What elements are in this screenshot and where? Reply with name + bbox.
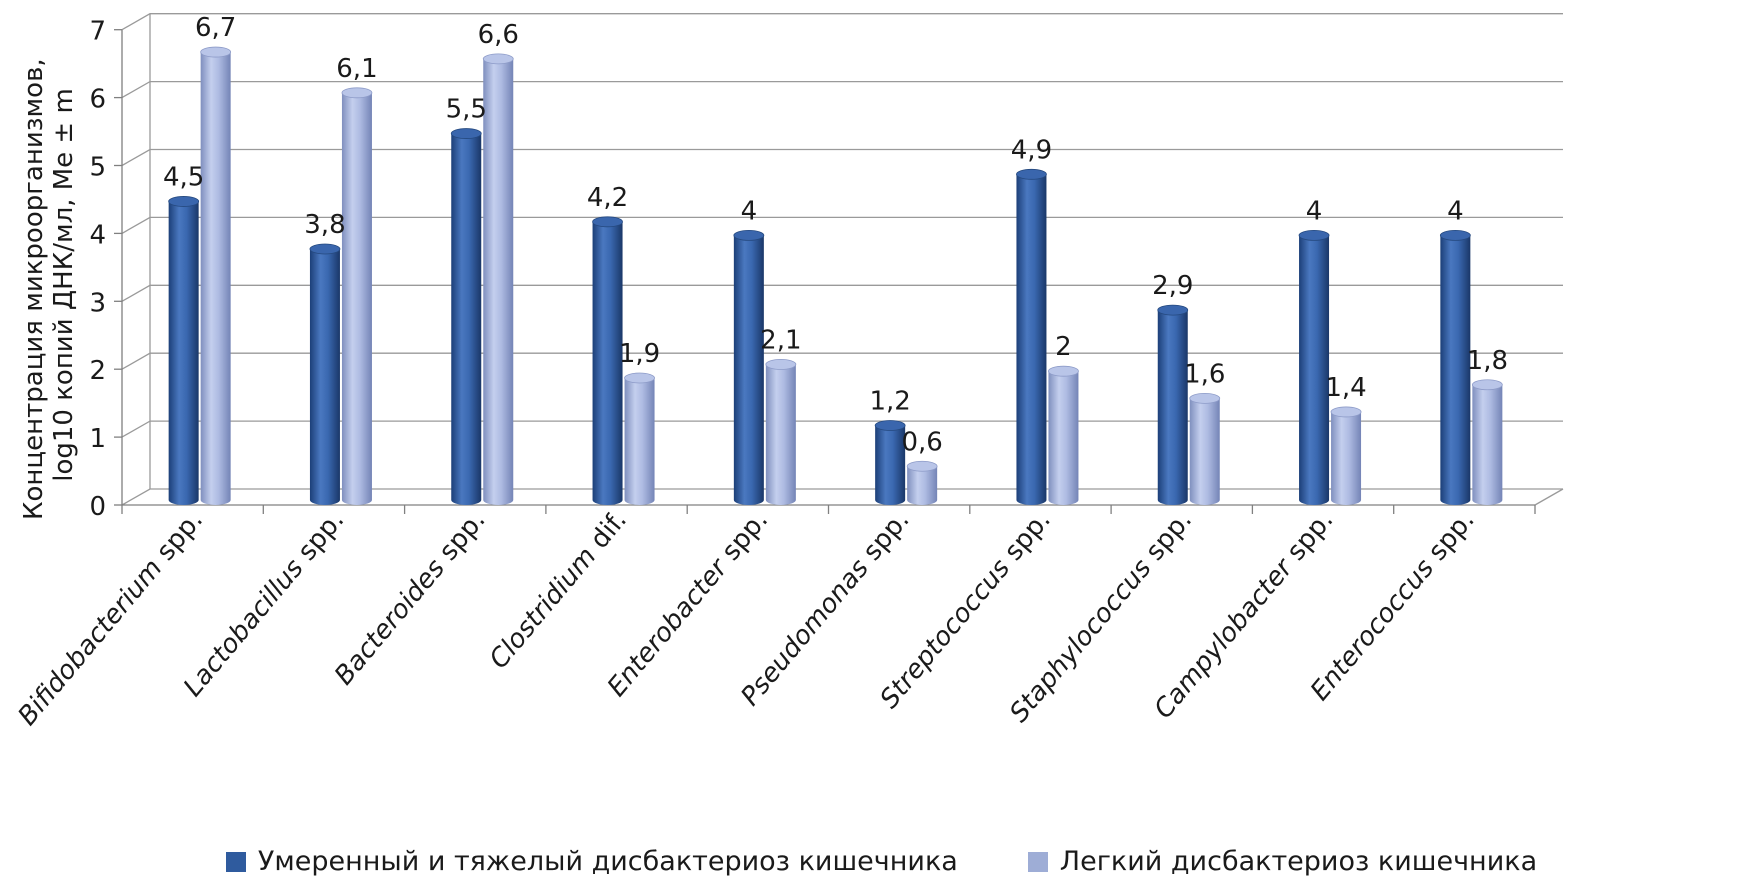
data-label: 1,4 (1325, 373, 1366, 403)
data-label: 6,6 (478, 20, 519, 50)
y-tick-label: 4 (89, 220, 106, 250)
category-labels: Bifidobacterium spp.Lactobacillus spp.Ba… (12, 505, 1480, 731)
bar-mild (624, 372, 655, 505)
gridline (121, 80, 1563, 99)
data-label: 1,6 (1184, 359, 1225, 389)
bar-moderate-severe (1157, 304, 1189, 505)
bar-moderate-severe (1298, 229, 1330, 505)
data-label: 1,2 (869, 387, 910, 417)
y-axis-title: Концентрация микроорганизмов, log10 копи… (19, 50, 79, 520)
y-tick-label: 1 (89, 424, 106, 454)
category-label: Lactobacillus spp. (178, 505, 350, 702)
data-label: 2,1 (760, 325, 801, 355)
y-tick-label: 6 (89, 85, 106, 115)
gridline (121, 13, 1563, 31)
gridline (121, 148, 1563, 167)
data-label: 4,5 (163, 162, 204, 192)
bar-mild (1189, 392, 1221, 505)
legend-label-moderate-severe: Умеренный и тяжелый дисбактериоз кишечни… (257, 846, 958, 877)
bar-moderate-severe (1439, 229, 1471, 505)
category-label: Enterococcus spp. (1305, 505, 1481, 706)
y-tick-label: 0 (89, 492, 106, 522)
bar-moderate-severe (450, 128, 482, 506)
data-label: 4 (741, 196, 758, 226)
bar-moderate-severe (874, 420, 906, 505)
category-label: Bifidobacterium spp. (12, 505, 209, 731)
data-label: 6,7 (195, 13, 236, 43)
legend: Умеренный и тяжелый дисбактериоз кишечни… (0, 846, 1763, 877)
data-label: 1,9 (619, 339, 660, 369)
y-tick-label: 2 (89, 356, 106, 386)
data-label: 1,8 (1467, 346, 1508, 376)
data-label: 2 (1055, 332, 1072, 362)
legend-item-mild: Легкий дисбактериоз кишечника (1027, 846, 1538, 877)
bar-mild (1330, 406, 1362, 505)
data-label: 4 (1447, 196, 1464, 226)
legend-label-mild: Легкий дисбактериоз кишечника (1059, 846, 1538, 877)
category-label: Enterobacter spp. (602, 505, 774, 702)
data-label: 3,8 (304, 210, 345, 240)
data-labels: 4,5 6,7 3,8 6,1 5,5 6,6 4,2 1,9 4 2,1 1,2 0,6 4,9 2 2,… (163, 13, 1508, 457)
y-axis-title-line-1: Концентрация микроорганизмов, (19, 58, 49, 520)
bar-moderate-severe (733, 229, 765, 505)
bar-moderate-severe (168, 196, 200, 505)
bar-mild (482, 53, 514, 506)
data-label: 4 (1306, 196, 1323, 226)
y-tick-label: 7 (89, 17, 106, 47)
bar-moderate-severe (592, 216, 623, 505)
data-label: 2,9 (1152, 271, 1193, 301)
y-tick-label: 5 (89, 153, 106, 183)
bars (168, 46, 1503, 506)
bar-mild (765, 359, 797, 505)
floor-edge (1534, 488, 1564, 506)
data-label: 4,2 (587, 183, 628, 213)
bar-moderate-severe (309, 243, 341, 506)
y-tick-label: 3 (89, 288, 106, 318)
data-label: 4,9 (1011, 135, 1052, 165)
bar-mild (1048, 365, 1079, 505)
category-label: Clostridium dif. (484, 505, 633, 674)
bar-mild (1471, 379, 1503, 505)
bar-mild (341, 87, 373, 505)
legend-swatch-mild (1027, 851, 1048, 872)
legend-swatch-moderate-severe (225, 851, 246, 872)
bar-mild (200, 46, 232, 505)
category-label: Bacteroides spp. (329, 505, 492, 691)
data-label: 6,1 (336, 54, 377, 84)
data-label: 5,5 (446, 95, 487, 125)
y-axis-title-line-2: log10 копий ДНК/мл, Me ± m (49, 88, 79, 482)
axes: 0 1 2 3 4 5 6 7 (89, 13, 1564, 522)
legend-item-moderate-severe: Умеренный и тяжелый дисбактериоз кишечни… (225, 846, 958, 877)
bar-mild (906, 460, 938, 505)
bar-moderate-severe (1016, 168, 1047, 506)
data-label: 0,6 (901, 427, 942, 457)
